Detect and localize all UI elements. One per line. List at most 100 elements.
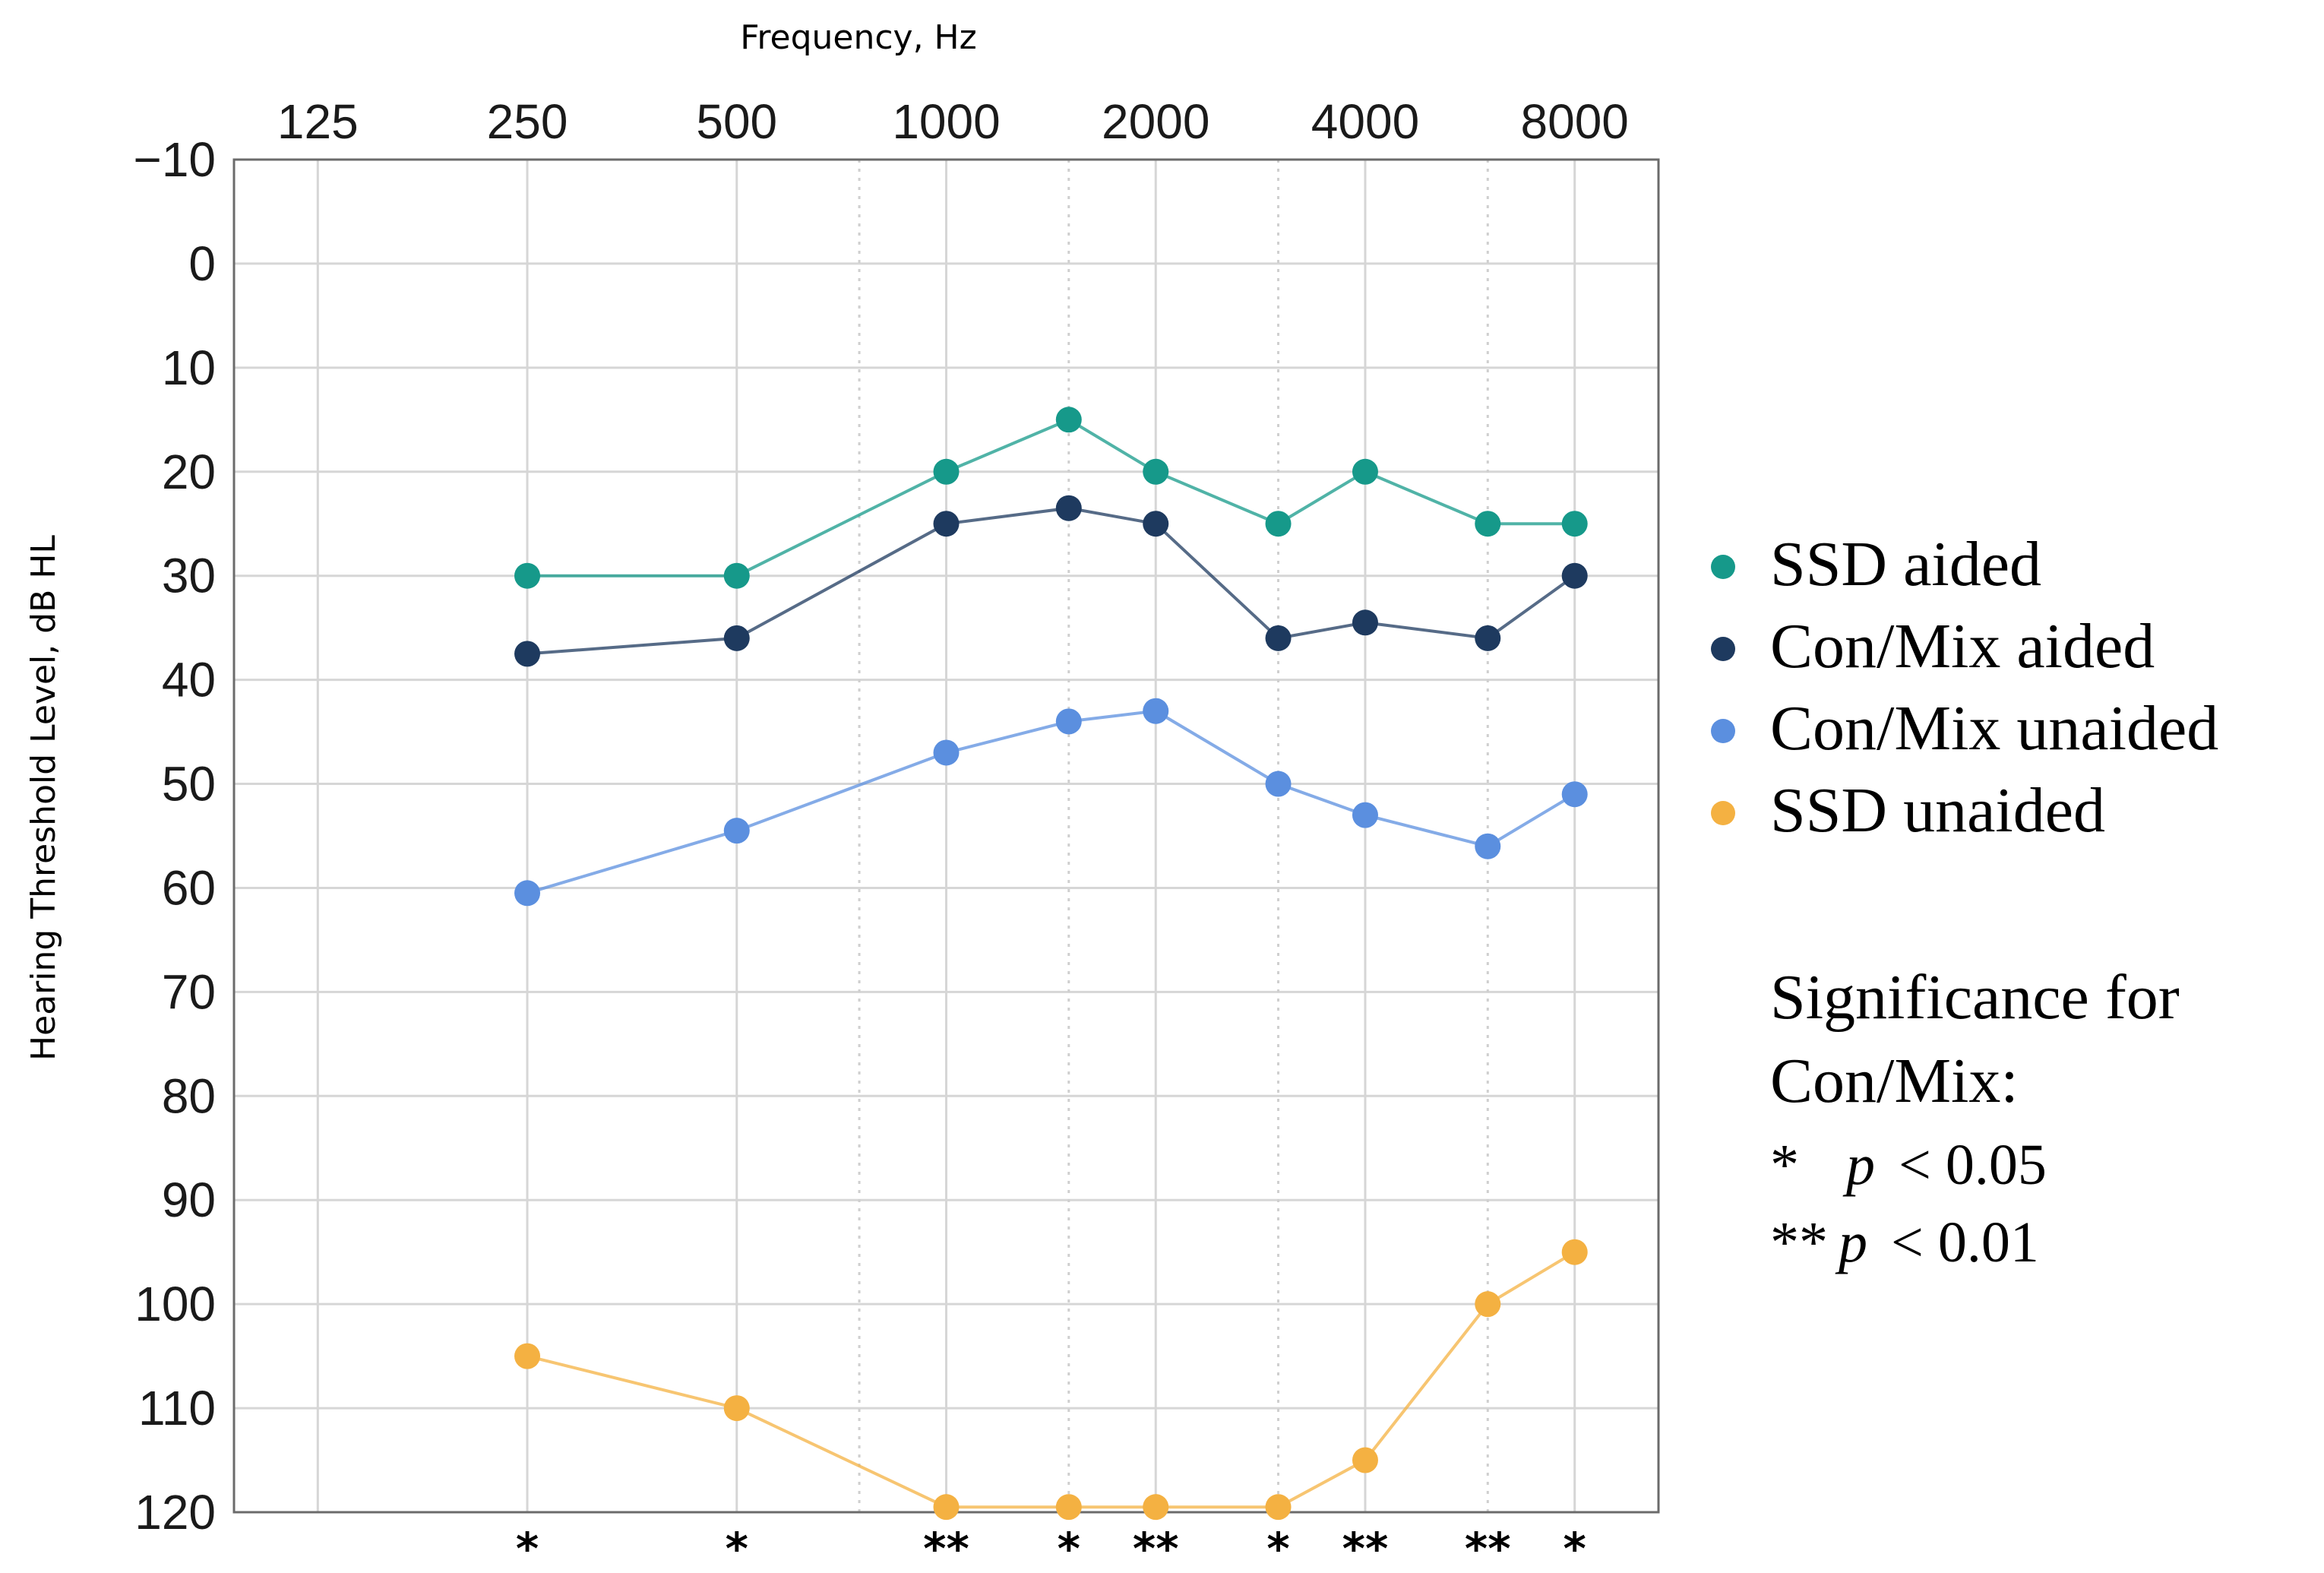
legend-label-ssd-unaided: SSD unaided	[1770, 775, 2105, 846]
significance-line2-p: p	[1835, 1211, 1867, 1274]
data-point-ssd-unaided	[1055, 1494, 1082, 1521]
data-point-ssd-unaided	[723, 1395, 750, 1422]
legend: SSD aided Con/Mix aided Con/Mix unaided SSD…	[1711, 529, 2218, 846]
data-point-con-mix-unaided	[1055, 708, 1082, 735]
data-point-con-mix-unaided	[514, 880, 541, 907]
data-point-con-mix-aided	[1055, 495, 1082, 521]
series-con-mix-aided	[514, 495, 1588, 667]
data-point-con-mix-aided	[1561, 562, 1588, 589]
x-tick-label: 1000	[892, 94, 1000, 149]
significance-markers: * * ** * ** * ** ** *	[516, 1523, 1586, 1573]
significance-marker: *	[1266, 1523, 1289, 1573]
significance-marker: **	[923, 1523, 969, 1573]
x-tick-label: 8000	[1521, 94, 1629, 149]
significance-line2: ** p < 0.01	[1770, 1211, 2039, 1274]
data-point-con-mix-unaided	[1265, 771, 1292, 797]
data-point-con-mix-aided	[1352, 609, 1378, 636]
series-line-con-mix-unaided	[526, 709, 1576, 895]
legend-label-con-mix-aided: Con/Mix aided	[1770, 611, 2155, 682]
y-tick-label: 90	[162, 1173, 216, 1227]
y-tick-label: 40	[162, 653, 216, 707]
data-point-con-mix-aided	[514, 641, 541, 667]
data-point-con-mix-unaided	[1475, 833, 1501, 859]
data-point-ssd-unaided	[1265, 1494, 1292, 1521]
series-ssd-aided	[514, 407, 1588, 589]
legend-marker-con-mix-unaided	[1711, 719, 1735, 743]
data-point-ssd-aided	[933, 458, 960, 485]
significance-marker: *	[516, 1523, 539, 1573]
x-tick-labels: 125 250 500 1000 2000 4000 8000	[277, 94, 1629, 149]
x-tick-label: 250	[487, 94, 568, 149]
y-tick-label: 10	[162, 340, 216, 395]
data-point-con-mix-unaided	[933, 739, 960, 766]
significance-title-line2: Con/Mix:	[1770, 1046, 2019, 1116]
series-layer	[514, 407, 1588, 1521]
significance-line1-stars: *	[1770, 1133, 1799, 1197]
significance-marker: *	[1058, 1523, 1080, 1573]
legend-marker-ssd-unaided	[1711, 801, 1735, 825]
significance-marker: **	[1133, 1523, 1179, 1573]
y-tick-label: 20	[162, 445, 216, 499]
data-point-con-mix-aided	[1143, 511, 1169, 537]
significance-marker: *	[726, 1523, 748, 1573]
series-line-con-mix-aided	[526, 506, 1576, 656]
data-point-con-mix-unaided	[1143, 698, 1169, 724]
legend-label-con-mix-unaided: Con/Mix unaided	[1770, 693, 2218, 764]
x-tick-label: 125	[277, 94, 359, 149]
x-tick-label: 4000	[1311, 94, 1419, 149]
data-point-ssd-aided	[1143, 458, 1169, 485]
data-point-ssd-aided	[1352, 458, 1378, 485]
data-point-ssd-aided	[1055, 407, 1082, 433]
y-tick-label: 80	[162, 1068, 216, 1123]
significance-marker: **	[1465, 1523, 1511, 1573]
data-point-ssd-aided	[1561, 511, 1588, 537]
significance-note: Significance for Con/Mix: * p < 0.05 ** …	[1770, 962, 2180, 1274]
series-line-ssd-aided	[527, 418, 1575, 578]
significance-title-line1: Significance for	[1770, 962, 2180, 1033]
data-point-ssd-unaided	[514, 1343, 541, 1369]
data-point-con-mix-unaided	[723, 818, 750, 844]
data-point-ssd-aided	[514, 562, 541, 589]
y-tick-label: 110	[138, 1381, 216, 1435]
significance-line1-p: p	[1842, 1133, 1875, 1197]
y-tick-label: 30	[162, 549, 216, 603]
data-point-ssd-unaided	[1475, 1291, 1501, 1318]
y-tick-label: 60	[162, 860, 216, 915]
x-tick-label: 2000	[1102, 94, 1209, 149]
significance-line1: * p < 0.05	[1770, 1133, 2047, 1197]
significance-marker: *	[1564, 1523, 1586, 1573]
x-tick-label: 500	[696, 94, 777, 149]
y-tick-label: −10	[133, 132, 216, 187]
legend-marker-con-mix-aided	[1711, 637, 1735, 661]
y-tick-label: 120	[134, 1485, 216, 1540]
data-point-ssd-aided	[1475, 511, 1501, 537]
y-tick-labels: −10 0 10 20 30 40 50 60 70 80 90 100 110 120	[133, 132, 216, 1540]
data-point-ssd-unaided	[933, 1494, 960, 1521]
significance-marker: **	[1342, 1523, 1389, 1573]
y-tick-label: 50	[162, 757, 216, 812]
legend-marker-ssd-aided	[1711, 555, 1735, 579]
data-point-ssd-unaided	[1561, 1239, 1588, 1265]
legend-label-ssd-aided: SSD aided	[1770, 529, 2041, 600]
x-axis-title: Frequency, Hz	[740, 18, 976, 57]
series-line-ssd-unaided	[526, 1250, 1576, 1509]
data-point-con-mix-aided	[933, 511, 960, 537]
data-point-ssd-aided	[1265, 511, 1292, 537]
significance-line1-rest: < 0.05	[1899, 1133, 2047, 1197]
series-ssd-unaided	[514, 1239, 1588, 1521]
data-point-ssd-unaided	[1352, 1447, 1378, 1473]
data-point-con-mix-aided	[723, 625, 750, 651]
data-point-con-mix-unaided	[1561, 781, 1588, 808]
series-con-mix-unaided	[514, 698, 1588, 907]
y-tick-label: 70	[162, 964, 216, 1019]
y-tick-label: 0	[188, 236, 216, 291]
y-tick-label: 100	[134, 1277, 216, 1331]
y-axis-title: Hearing Threshold Level, dB HL	[24, 535, 63, 1061]
significance-line2-stars: **	[1770, 1211, 1828, 1274]
data-point-ssd-aided	[723, 562, 750, 589]
data-point-con-mix-aided	[1475, 625, 1501, 651]
significance-line2-rest: < 0.01	[1891, 1211, 2039, 1274]
data-point-ssd-unaided	[1143, 1494, 1169, 1521]
data-point-con-mix-aided	[1265, 625, 1292, 651]
